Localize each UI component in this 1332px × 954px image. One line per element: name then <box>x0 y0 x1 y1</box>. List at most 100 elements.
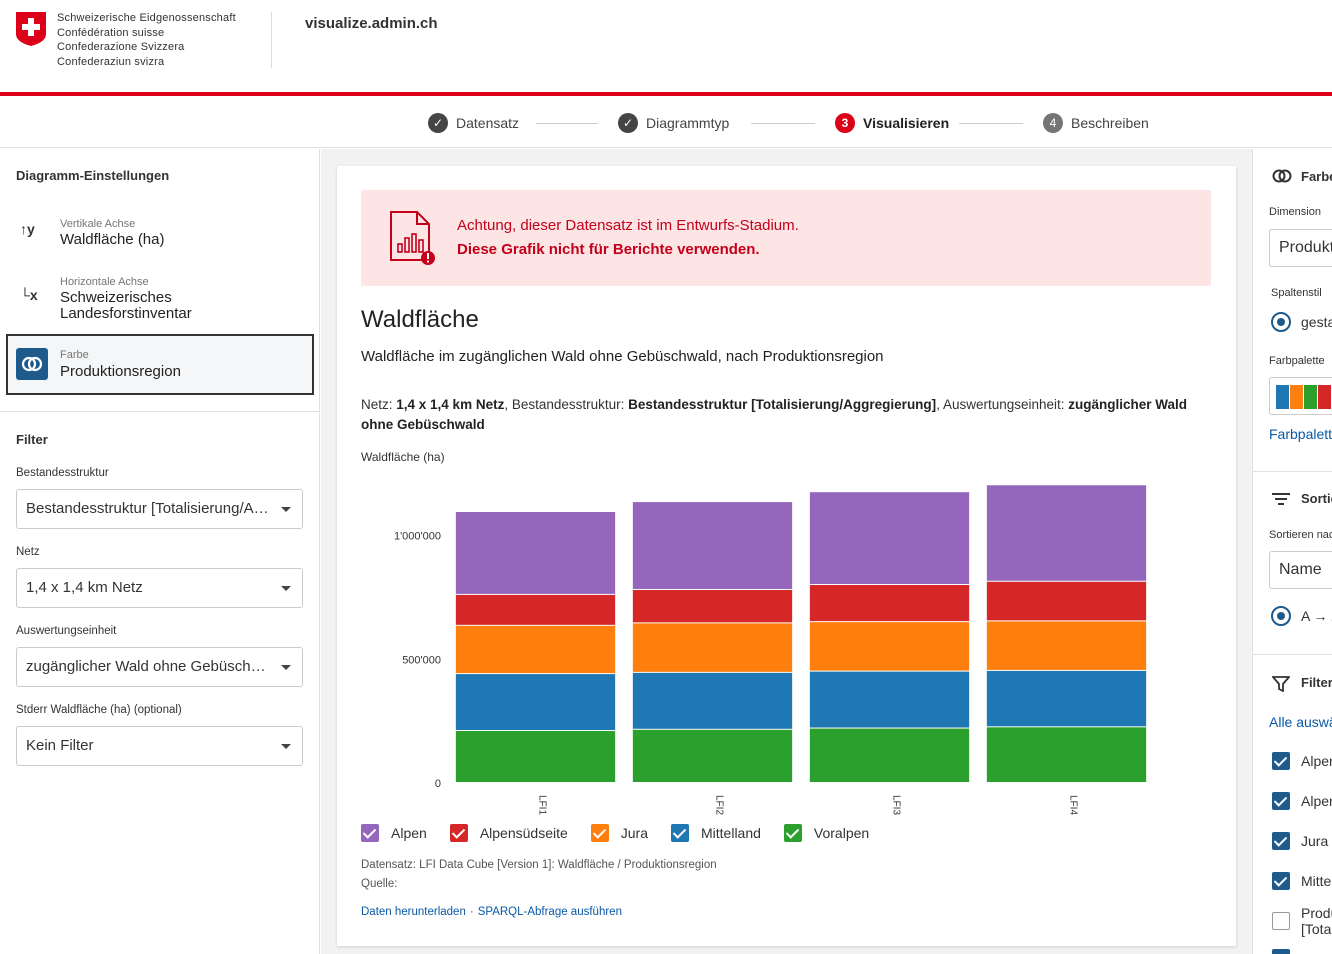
stderr-select[interactable]: Kein Filter <box>16 726 303 766</box>
axis-value-line1: Schweizerisches <box>60 289 172 306</box>
filter-title: Filter <box>16 432 48 447</box>
step-label: Datensatz <box>456 115 520 131</box>
color-rings-icon <box>16 348 48 380</box>
x-tick-label: LFI4 <box>1068 795 1079 815</box>
warning-line1: Achtung, dieser Datensatz ist im Entwurf… <box>457 217 799 234</box>
sort-heading: Sortieren <box>1301 491 1332 506</box>
step-connector <box>751 123 815 124</box>
bar-segment <box>455 594 616 625</box>
legend-item[interactable]: Jura <box>590 824 648 842</box>
legend-checkbox[interactable] <box>590 824 609 842</box>
select-all-link[interactable]: Alle auswählen <box>1269 714 1332 730</box>
step-beschreiben[interactable]: 4 Beschreiben <box>1043 113 1149 133</box>
filter-funnel-icon <box>1272 676 1290 692</box>
sort-select[interactable]: Name <box>1269 551 1332 589</box>
filter-option-label: Alpensüdseite <box>1301 793 1332 809</box>
chart-card: Achtung, dieser Datensatz ist im Entwurf… <box>337 166 1236 946</box>
filter-checkbox-next[interactable] <box>1272 949 1290 954</box>
y-axis-label: Waldfläche (ha) <box>361 450 445 464</box>
legend-item[interactable]: Alpensüdseite <box>449 824 568 842</box>
select-value: zugänglicher Wald ohne Gebüschwald <box>26 658 282 675</box>
draft-warning: Achtung, dieser Datensatz ist im Entwurf… <box>361 190 1211 286</box>
farbe-heading: Farbe <box>1301 169 1332 184</box>
link-separator: · <box>469 906 474 918</box>
filter-value: 1,4 x 1,4 km Netz <box>396 397 505 412</box>
filter-option-label: Jura <box>1301 833 1329 849</box>
dimension-label: Dimension <box>1269 206 1321 218</box>
filter-label-stderr: Stderr Waldfläche (ha) (optional) <box>16 704 182 716</box>
step-label: Diagrammtyp <box>646 115 730 131</box>
filter-heading: Filter <box>1301 675 1332 690</box>
sort-asc-label: A → Z <box>1301 608 1332 624</box>
filter-checkbox-mittelland[interactable] <box>1272 872 1290 890</box>
swiss-flag-logo[interactable] <box>16 12 46 46</box>
filter-option-label: Produktionsregion <box>1301 905 1332 921</box>
step-connector <box>959 123 1023 124</box>
dimension-select[interactable]: Produktionsregion <box>1269 229 1332 267</box>
color-item[interactable]: Farbe Produktionsregion <box>6 334 314 395</box>
step-diagrammtyp[interactable]: ✓ Diagrammtyp <box>618 113 729 133</box>
chart-filter-description: Netz: 1,4 x 1,4 km Netz, Bestandesstrukt… <box>361 395 1211 435</box>
axis-value: Waldfläche (ha) <box>60 231 165 248</box>
site-title[interactable]: visualize.admin.ch <box>305 15 438 32</box>
header: Schweizerische Eidgenossenschaft Confédé… <box>0 0 1332 92</box>
filter-checkbox-total[interactable] <box>1272 912 1290 930</box>
legend-checkbox[interactable] <box>449 824 468 842</box>
legend-checkbox[interactable] <box>671 824 689 842</box>
x-tick-label: LFI2 <box>714 795 725 815</box>
source-dataset: Datensatz: LFI Data Cube [Version 1]: Wa… <box>361 859 717 871</box>
palette-swatch <box>1304 385 1317 409</box>
horizontal-axis-item[interactable]: └x Horizontale Achse Schweizerisches Lan… <box>6 269 314 329</box>
panel-divider <box>1253 654 1332 655</box>
palette-select[interactable] <box>1269 377 1332 415</box>
bar-segment <box>632 623 793 672</box>
filter-key: Netz: <box>361 397 397 412</box>
legend-label: Voralpen <box>813 825 870 841</box>
filter-checkbox-jura[interactable] <box>1272 832 1290 850</box>
netz-select[interactable]: 1,4 x 1,4 km Netz <box>16 568 303 608</box>
caret-down-icon <box>281 744 291 749</box>
bar-segment <box>809 585 970 622</box>
filter-key: , Bestandesstruktur: <box>504 397 629 412</box>
bar-segment <box>986 727 1147 782</box>
bar-segment <box>809 492 970 584</box>
bar-segment <box>632 589 793 623</box>
sparql-query-link[interactable]: SPARQL-Abfrage ausführen <box>477 906 622 918</box>
y-tick-label: 1'000'000 <box>394 531 441 543</box>
bar-segment <box>632 502 793 589</box>
legend-item[interactable]: Mittelland <box>671 824 761 842</box>
y-tick-label: 0 <box>435 778 441 790</box>
panel-divider <box>0 411 320 412</box>
bar-segment <box>986 581 1147 621</box>
step-connector <box>536 123 598 124</box>
palette-label: Farbpalette <box>1269 355 1325 367</box>
legend-item[interactable]: Alpen <box>361 824 427 842</box>
step-visualisieren[interactable]: 3 Visualisieren <box>835 113 949 133</box>
legend-checkbox[interactable] <box>361 824 379 842</box>
stacked-radio[interactable] <box>1271 312 1291 332</box>
color-rings-icon <box>1272 169 1292 183</box>
bar-segment <box>632 672 793 729</box>
download-data-link[interactable]: Daten herunterladen <box>361 906 466 918</box>
gov-line-de: Schweizerische Eidgenossenschaft <box>57 12 236 24</box>
legend-label: Alpen <box>391 825 427 841</box>
bestandesstruktur-select[interactable]: Bestandesstruktur [Totalisierung/Aggregi… <box>16 489 303 529</box>
legend-checkbox[interactable] <box>783 824 802 842</box>
bar-segment <box>809 671 970 728</box>
filter-checkbox-alpen[interactable] <box>1272 752 1290 770</box>
auswertungseinheit-select[interactable]: zugänglicher Wald ohne Gebüschwald <box>16 647 303 687</box>
filter-checkbox-alpensuedseite[interactable] <box>1272 792 1290 810</box>
bar-segment <box>455 674 616 731</box>
sort-asc-radio[interactable] <box>1271 606 1291 626</box>
reset-palette-link[interactable]: Farbpalette zurücksetzen <box>1269 426 1332 442</box>
right-panel: Farbe Dimension Produktionsregion Spalte… <box>1252 149 1332 954</box>
sort-icon <box>1272 493 1290 505</box>
step-datensatz[interactable]: ✓ Datensatz <box>428 113 519 133</box>
chart-legend: Alpen Alpensüdseite Jura Mittelland Voralpen <box>361 824 892 842</box>
vertical-axis-item[interactable]: ↑y Vertikale Achse Waldfläche (ha) <box>6 211 314 261</box>
warning-line2: Diese Grafik nicht für Berichte verwende… <box>457 241 760 258</box>
chart-subtitle: Waldfläche im zugänglichen Wald ohne Geb… <box>361 348 884 365</box>
stepper: ✓ Datensatz ✓ Diagrammtyp 3 Visualisiere… <box>0 96 1332 148</box>
legend-item[interactable]: Voralpen <box>783 824 870 842</box>
palette-swatch <box>1276 385 1289 409</box>
